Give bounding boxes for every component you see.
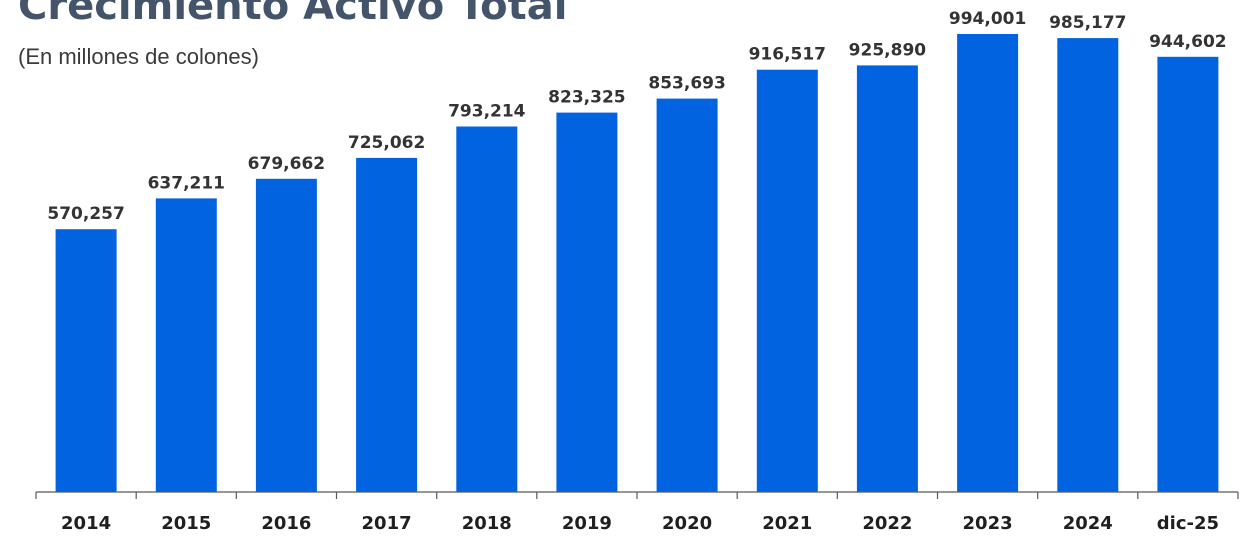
data-label-2022: 925,890	[849, 40, 927, 60]
data-label-2019: 823,325	[548, 88, 625, 108]
x-tick-label-2020: 2020	[662, 513, 712, 534]
x-tick-label-2015: 2015	[161, 513, 211, 534]
bar-2016	[255, 178, 317, 493]
data-label-2023: 994,001	[949, 9, 1026, 29]
bar-2014	[55, 229, 117, 492]
bar-2017	[356, 157, 418, 492]
x-tick-label-2022: 2022	[862, 513, 912, 534]
x-tick-label-2014: 2014	[61, 513, 111, 534]
chart-title: Crecimiento Activo Total	[18, 0, 568, 29]
x-tick-label-2018: 2018	[462, 513, 512, 534]
data-label-2016: 679,662	[248, 154, 325, 174]
data-label-2017: 725,062	[348, 133, 425, 153]
bar-2019	[556, 112, 618, 492]
bar-2024	[1057, 38, 1119, 492]
data-label-2021: 916,517	[749, 45, 826, 65]
data-label-2020: 853,693	[648, 74, 725, 94]
x-tick-label-2017: 2017	[362, 513, 412, 534]
bar-2021	[756, 69, 818, 492]
data-label-dic-25: 944,602	[1149, 32, 1226, 52]
bar-2023	[957, 34, 1019, 492]
x-tick-label-2024: 2024	[1063, 513, 1113, 534]
bar-dic-25	[1157, 56, 1219, 493]
data-label-2014: 570,257	[47, 204, 124, 224]
chart-subtitle: (En millones de colones)	[18, 44, 259, 69]
x-tick-label-dic-25: dic-25	[1157, 513, 1219, 534]
data-label-2024: 985,177	[1049, 13, 1126, 33]
x-tick-label-2019: 2019	[562, 513, 612, 534]
x-tick-label-2021: 2021	[762, 513, 812, 534]
x-tick-label-2023: 2023	[963, 513, 1013, 534]
data-label-2015: 637,211	[148, 173, 225, 193]
bar-2018	[456, 126, 518, 492]
x-tick-label-2016: 2016	[261, 513, 311, 534]
bar-2015	[155, 198, 217, 492]
bar-2020	[656, 98, 718, 492]
bar-2022	[856, 65, 918, 493]
data-label-2018: 793,214	[448, 102, 526, 122]
